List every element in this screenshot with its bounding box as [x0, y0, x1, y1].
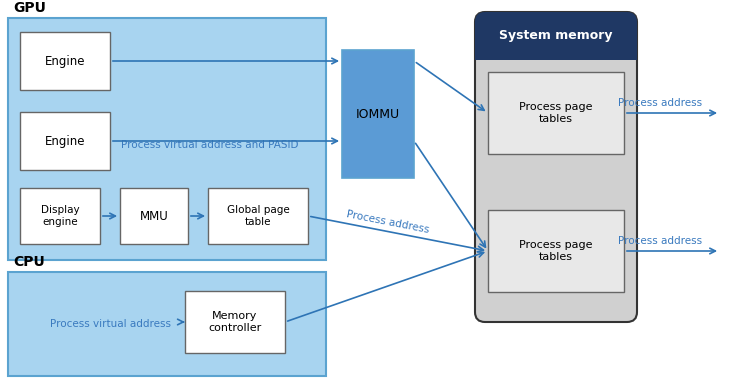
Text: GPU: GPU — [13, 1, 46, 15]
Text: Process virtual address: Process virtual address — [49, 319, 170, 329]
Bar — [20, 188, 100, 244]
FancyBboxPatch shape — [475, 12, 637, 60]
Text: Process address: Process address — [346, 210, 430, 236]
Text: Process address: Process address — [618, 98, 702, 108]
Bar — [475, 48, 637, 60]
Bar — [8, 272, 326, 376]
Bar — [342, 50, 414, 178]
Text: System memory: System memory — [499, 29, 613, 43]
Bar — [120, 188, 188, 244]
Text: Process address: Process address — [618, 236, 702, 246]
Bar — [488, 210, 624, 292]
FancyBboxPatch shape — [475, 12, 637, 322]
Text: Process virtual address and PASID: Process virtual address and PASID — [121, 140, 299, 150]
Text: IOMMU: IOMMU — [356, 107, 400, 121]
Bar — [208, 188, 308, 244]
Bar — [20, 112, 110, 170]
Text: Memory
controller: Memory controller — [208, 311, 261, 333]
Text: Process page
tables: Process page tables — [519, 102, 593, 124]
Text: Engine: Engine — [45, 54, 85, 68]
Bar — [488, 72, 624, 154]
Bar — [20, 32, 110, 90]
Text: Process page
tables: Process page tables — [519, 240, 593, 262]
Text: Display
engine: Display engine — [40, 205, 79, 227]
Bar — [185, 291, 285, 353]
Text: CPU: CPU — [13, 255, 45, 269]
Text: MMU: MMU — [139, 210, 168, 222]
Text: Engine: Engine — [45, 135, 85, 147]
Text: Global page
table: Global page table — [227, 205, 289, 227]
Bar — [8, 18, 326, 260]
